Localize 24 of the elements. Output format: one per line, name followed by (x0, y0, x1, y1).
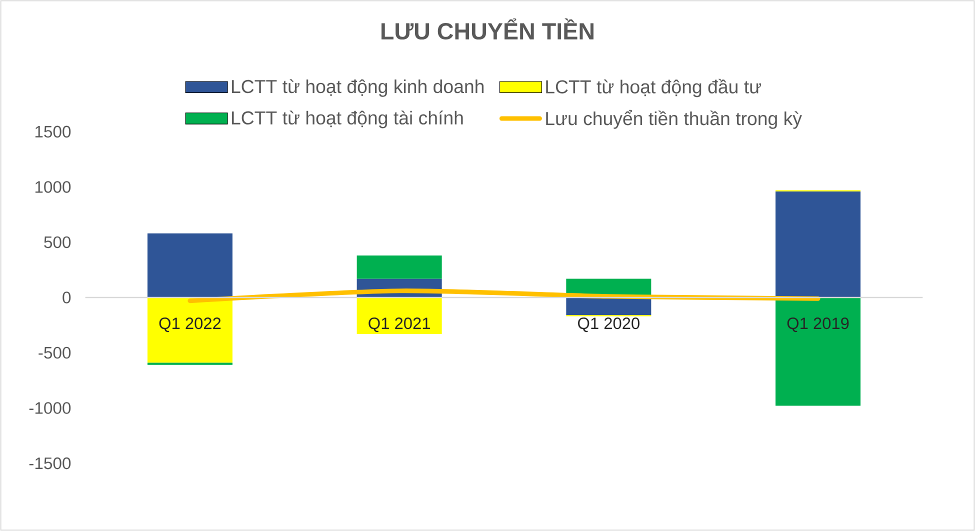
legend-label: LCTT từ hoạt động tài chính (232, 110, 463, 128)
bar (776, 297, 861, 406)
x-tick-label: Q1 2020 (578, 318, 640, 332)
bar (147, 297, 232, 363)
x-tick-label: Q1 2019 (787, 318, 849, 332)
line-series (188, 288, 820, 304)
y-tick-label: 1500 (35, 126, 71, 138)
y-tick-label: -1500 (29, 457, 71, 470)
y-tick-label: 0 (62, 292, 71, 304)
chart-title: LƯU CHUYỂN TIỀN (382, 18, 594, 40)
bar (776, 191, 861, 298)
y-tick-label: -500 (38, 346, 71, 359)
legend-label: LCTT từ hoạt động đầu tư (546, 78, 761, 98)
x-tick-label: Q1 2022 (159, 318, 221, 332)
y-tick-label: -1000 (29, 402, 71, 414)
legend-label: Lưu chuyển tiền thuần trong kỳ (546, 110, 802, 129)
bar (356, 297, 442, 334)
bar (566, 297, 652, 316)
bar (356, 255, 442, 279)
x-tick-label: Q1 2021 (368, 318, 430, 332)
legend-label: LCTT từ hoạt động kinh doanh (232, 79, 484, 97)
bar (147, 233, 232, 298)
y-tick-label: 1000 (35, 181, 71, 193)
y-tick-label: 500 (44, 236, 71, 248)
